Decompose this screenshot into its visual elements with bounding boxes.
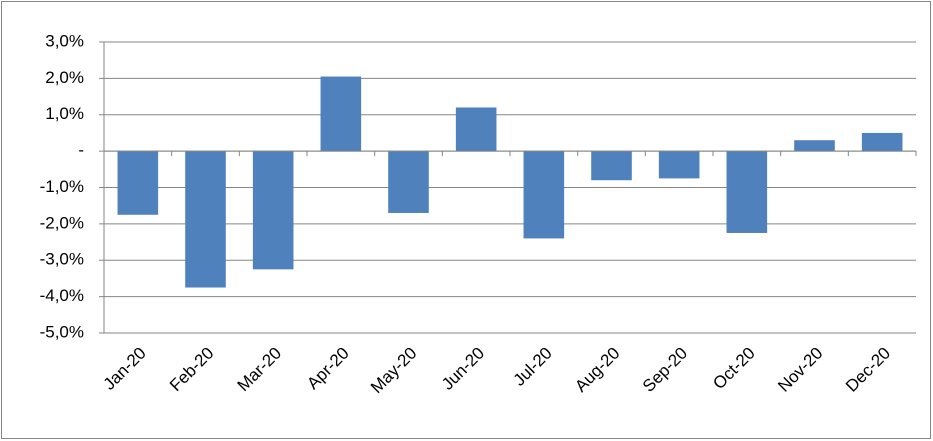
y-tick-label: -5,0% [40,322,84,341]
bar [455,107,497,152]
bar [726,151,768,233]
y-tick-label: - [78,141,84,160]
bar [523,151,565,239]
bar [388,151,429,213]
bar [320,76,362,152]
bar [252,151,294,270]
bar [861,132,903,152]
y-tick-label: -3,0% [40,250,84,269]
bar [794,140,835,152]
bar [117,151,159,215]
bar [591,151,632,181]
y-tick-label: -4,0% [40,286,84,305]
y-tick-label: 3,0% [45,31,84,50]
y-tick-label: 2,0% [45,68,84,87]
bar [658,151,700,179]
y-tick-label: 1,0% [45,104,84,123]
y-tick-label: -2,0% [40,213,84,232]
bar [185,151,226,288]
y-tick-label: -1,0% [40,177,84,196]
